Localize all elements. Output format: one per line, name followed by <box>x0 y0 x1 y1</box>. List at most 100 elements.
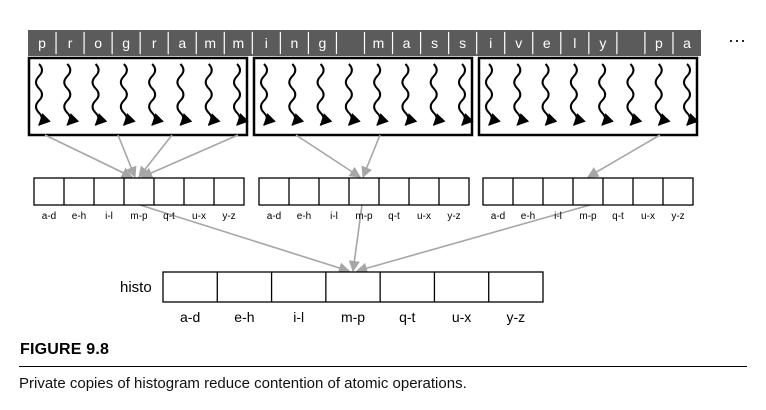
private-bin-label: u-x <box>417 211 431 222</box>
histogram-bin-label: y-z <box>507 309 526 325</box>
input-char: s <box>431 35 438 51</box>
thread <box>260 63 276 126</box>
thread <box>401 63 418 126</box>
thread <box>429 63 446 126</box>
histogram-frame <box>33 177 245 206</box>
histogram-label: histo <box>120 279 152 296</box>
thread <box>91 63 108 126</box>
thread-block <box>27 56 249 137</box>
private-bin-label: m-p <box>579 211 597 222</box>
thread <box>598 63 614 126</box>
thread <box>204 63 221 126</box>
update-arrow <box>348 204 363 273</box>
thread-blocks <box>27 56 699 137</box>
update-arrow <box>355 204 591 274</box>
private-bin-label: q-t <box>612 211 624 222</box>
input-cell <box>532 30 561 56</box>
input-char: l <box>573 35 576 51</box>
input-char: e <box>543 35 551 51</box>
thread <box>344 63 361 126</box>
private-bin-label: i-l <box>105 211 113 222</box>
private-histogram: a-d e-h i-l m-p q-t u-x y-z <box>482 177 694 222</box>
thread <box>683 63 699 126</box>
input-cell <box>448 30 477 56</box>
input-char: i <box>489 35 492 51</box>
thread <box>569 63 586 126</box>
thread <box>35 63 51 126</box>
histogram-bin-label: i-l <box>293 309 304 325</box>
input-char: a <box>403 35 411 51</box>
input-char: a <box>683 35 691 51</box>
input-char: a <box>178 35 186 51</box>
input-cell <box>196 30 225 56</box>
private-bin-label: i-l <box>554 211 562 222</box>
figure-label: FIGURE 9.8 <box>20 341 110 358</box>
thread <box>288 63 305 126</box>
thread <box>541 63 558 126</box>
private-bin-label: a-d <box>267 211 281 222</box>
thread <box>148 63 164 126</box>
update-arrow <box>587 134 661 178</box>
thread <box>485 63 501 126</box>
input-char: g <box>319 35 327 51</box>
private-bin-label: y-z <box>447 211 460 222</box>
input-char: o <box>94 35 102 51</box>
histogram-bin-label: m-p <box>341 309 365 325</box>
update-arrow <box>140 134 239 179</box>
private-histogram: a-d e-h i-l m-p q-t u-x y-z <box>258 177 470 222</box>
input-cell <box>140 30 169 56</box>
input-cell <box>168 30 197 56</box>
private-bin-label: e-h <box>72 211 86 222</box>
input-cell <box>364 30 393 56</box>
input-char: i <box>265 35 268 51</box>
input-char: y <box>599 35 606 51</box>
private-bin-label: e-h <box>297 211 311 222</box>
caption-divider <box>19 366 747 367</box>
input-cell <box>280 30 309 56</box>
private-bin-label: y-z <box>222 211 235 222</box>
histogram-frame <box>482 177 694 206</box>
histogram-bin-label: q-t <box>399 309 415 325</box>
input-cell <box>308 30 337 56</box>
update-arrow <box>361 134 381 179</box>
input-char: v <box>515 35 522 51</box>
input-char: p <box>38 35 46 51</box>
thread <box>176 63 193 126</box>
update-arrow <box>117 134 137 179</box>
private-bin-label: e-h <box>521 211 535 222</box>
thread-block <box>477 56 699 137</box>
figure-caption: Private copies of histogram reduce conte… <box>19 375 467 392</box>
input-char: n <box>290 35 298 51</box>
private-bin-label: q-t <box>163 211 175 222</box>
update-arrow <box>139 204 351 274</box>
input-cell <box>616 30 645 56</box>
thread <box>513 63 530 126</box>
input-cell <box>420 30 449 56</box>
input-cell <box>252 30 281 56</box>
ellipsis: ··· <box>728 30 746 50</box>
private-bin-label: u-x <box>641 211 655 222</box>
private-bin-label: i-l <box>330 211 338 222</box>
input-char: r <box>68 35 73 51</box>
thread <box>233 63 249 126</box>
thread <box>654 63 671 126</box>
private-bin-label: a-d <box>491 211 505 222</box>
thread <box>626 63 643 126</box>
private-bin-label: m-p <box>355 211 373 222</box>
histogram-bin-label: e-h <box>234 309 254 325</box>
input-cell <box>672 30 701 56</box>
private-bin-label: y-z <box>671 211 684 222</box>
input-char: p <box>655 35 663 51</box>
input-cell <box>112 30 141 56</box>
thread-block <box>252 56 474 137</box>
private-bin-label: m-p <box>130 211 148 222</box>
histogram-frame <box>258 177 470 206</box>
update-arrow <box>44 134 134 178</box>
update-arrow <box>295 134 361 178</box>
input-char: g <box>122 35 130 51</box>
input-cell <box>56 30 85 56</box>
input-char: r <box>152 35 157 51</box>
input-cell <box>224 30 253 56</box>
